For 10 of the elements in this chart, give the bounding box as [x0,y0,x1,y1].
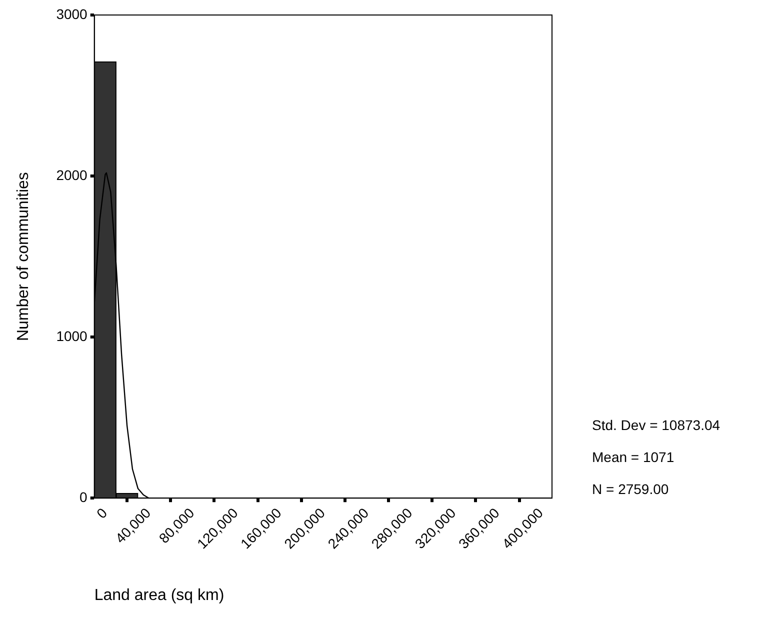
y-tick-label: 3000 [56,6,88,22]
y-tick-label: 0 [80,488,88,505]
y-axis-title: Number of communities [15,172,32,342]
text: N = 2759.00 [592,480,669,497]
x-tick-label: 0 [93,504,110,522]
text: Mean = 1071 [592,448,674,465]
y-tick-label: 1000 [56,328,88,344]
y-tick-label: 2000 [56,166,88,183]
text: Std. Dev = 10873.04 [592,416,720,433]
x-axis-title: Land area (sq km) [94,586,224,604]
